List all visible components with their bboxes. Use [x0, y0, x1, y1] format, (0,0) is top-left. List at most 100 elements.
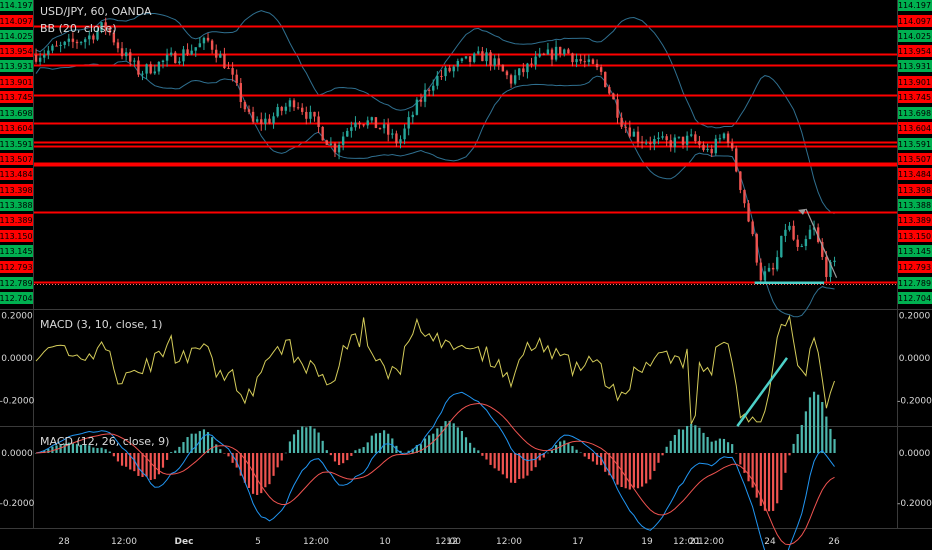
- candle-body: [829, 262, 832, 277]
- candle-body: [530, 63, 533, 65]
- macd-histogram-bar: [280, 453, 283, 461]
- price-label-left-bg: [0, 122, 33, 134]
- price-label-right-bg: [898, 30, 932, 42]
- candle: [346, 128, 349, 137]
- candle-body: [743, 189, 746, 204]
- macd-histogram-bar: [161, 453, 165, 468]
- candle-body: [124, 52, 128, 57]
- candle-body: [333, 143, 337, 153]
- candle-body: [448, 67, 451, 72]
- macd-histogram-bar: [784, 453, 787, 473]
- candle: [206, 33, 210, 43]
- candle-body: [272, 116, 275, 124]
- candle: [685, 131, 689, 151]
- candle: [358, 121, 361, 129]
- candle: [38, 52, 42, 66]
- macd-histogram-bar: [362, 447, 365, 453]
- candle-body: [354, 122, 357, 128]
- candle-body: [710, 148, 713, 154]
- macd-histogram-bar: [640, 453, 644, 487]
- time-tick-label: 28: [58, 537, 70, 547]
- macd-histogram-bar: [608, 453, 611, 476]
- candle: [247, 105, 251, 115]
- price-label-left-bg: [0, 199, 33, 211]
- candle: [178, 57, 181, 65]
- macd-histogram-bar: [800, 424, 803, 453]
- macd-histogram-bar: [96, 448, 99, 453]
- candle-body: [309, 111, 312, 119]
- macd-histogram-bar: [317, 432, 320, 453]
- price-label-left: 113.389: [0, 216, 33, 225]
- macd-histogram-bar: [624, 453, 627, 489]
- candle: [530, 57, 533, 68]
- price-label-left: 113.145: [0, 247, 33, 256]
- price-label-right-bg: [898, 214, 932, 226]
- candle: [137, 56, 140, 78]
- candle: [513, 69, 517, 86]
- macd-histogram-bar: [333, 453, 337, 462]
- candle: [575, 53, 578, 68]
- candle: [174, 50, 177, 64]
- candle-body: [427, 89, 431, 91]
- candle-body: [771, 267, 775, 270]
- candle: [231, 62, 234, 82]
- candle: [755, 232, 758, 266]
- price-label-right: 113.901: [898, 78, 931, 87]
- candle: [759, 258, 763, 285]
- macd-histogram-bar: [456, 427, 459, 453]
- candle: [378, 127, 382, 130]
- price-label-right-bg: [898, 199, 932, 211]
- candle: [440, 69, 443, 80]
- price-label-left: 114.097: [0, 17, 33, 26]
- candle-body: [411, 114, 414, 118]
- candle: [792, 220, 795, 241]
- candle: [161, 59, 165, 69]
- candle: [780, 235, 783, 258]
- price-label-right: 112.793: [898, 263, 931, 272]
- macd-histogram-bar: [677, 429, 681, 453]
- price-label-right: 113.484: [898, 170, 931, 179]
- candle-body: [685, 135, 689, 145]
- macd-histogram-bar: [481, 453, 484, 456]
- candle: [43, 49, 46, 63]
- candle-body: [186, 49, 189, 55]
- candle: [718, 134, 722, 144]
- macd-histogram-bar: [211, 437, 214, 453]
- price-label-left-bg: [0, 45, 33, 57]
- candle-body: [67, 38, 71, 42]
- macd-histogram-bar: [690, 423, 693, 453]
- candle-body: [403, 128, 406, 140]
- candle-body: [751, 221, 754, 235]
- macd-histogram-bar: [206, 432, 210, 453]
- candle: [640, 135, 644, 149]
- candle: [387, 118, 390, 142]
- macd-histogram-bar: [67, 442, 70, 453]
- candle-body: [358, 122, 361, 125]
- macd-histogram-bar: [182, 442, 185, 453]
- macd-histogram-bar: [706, 437, 709, 453]
- macd-histogram-bar: [718, 438, 721, 453]
- macd-histogram-bar: [88, 445, 91, 453]
- bb-lower-band: [35, 60, 835, 318]
- candle-body: [526, 63, 529, 73]
- candle: [644, 139, 648, 146]
- price-label-right-bg: [898, 277, 932, 289]
- candle: [333, 142, 337, 158]
- candle-body: [231, 68, 234, 75]
- candle: [698, 135, 701, 149]
- price-label-right-bg: [898, 153, 932, 165]
- candle-body: [755, 234, 758, 263]
- macd-histogram-bar: [194, 433, 197, 453]
- candle-body: [812, 227, 816, 230]
- candle: [681, 136, 685, 149]
- candle-body: [174, 52, 177, 64]
- candle-body: [243, 102, 247, 110]
- macd-histogram-bar: [686, 425, 689, 453]
- candle: [583, 54, 586, 68]
- candle: [497, 53, 500, 70]
- candle-body: [104, 22, 107, 29]
- macd-histogram-bar: [767, 453, 771, 512]
- candle: [407, 111, 410, 136]
- candle-body: [51, 45, 54, 51]
- candle-body: [677, 136, 681, 138]
